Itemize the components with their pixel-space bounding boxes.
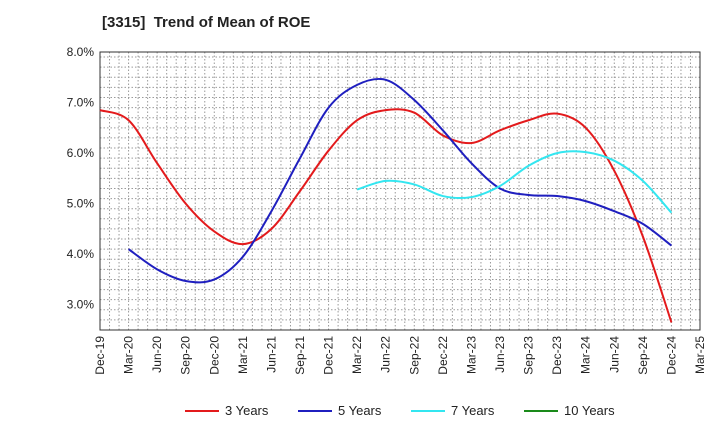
plot-area [100, 52, 700, 330]
x-tick-label: Sep-21 [293, 336, 307, 375]
x-tick-label: Dec-21 [322, 336, 336, 375]
legend-label: 5 Years [338, 403, 382, 418]
x-tick-label: Dec-24 [664, 336, 678, 375]
x-tick-label: Dec-22 [436, 336, 450, 375]
x-tick-label: Jun-24 [607, 336, 621, 373]
x-tick-label: Sep-20 [179, 336, 193, 375]
x-tick-label: Jun-22 [379, 336, 393, 373]
legend-label: 10 Years [564, 403, 615, 418]
grid [99, 52, 701, 331]
series-line [99, 108, 673, 323]
series-line [356, 150, 673, 214]
x-tick-label: Jun-20 [150, 336, 164, 373]
x-tick-label: Jun-21 [264, 336, 278, 373]
x-tick-label: Dec-20 [207, 336, 221, 375]
x-tick-label: Mar-25 [693, 336, 707, 374]
y-tick-label: 4.0% [67, 247, 95, 261]
x-tick-label: Dec-19 [93, 336, 107, 375]
x-tick-label: Sep-22 [407, 336, 421, 375]
x-tick-label: Dec-23 [550, 336, 564, 375]
series-line [127, 77, 673, 284]
y-tick-label: 5.0% [67, 197, 95, 211]
x-tick-label: Mar-22 [350, 336, 364, 374]
y-tick-label: 7.0% [67, 96, 95, 110]
chart-title: [3315] Trend of Mean of ROE [102, 14, 311, 31]
x-tick-label: Jun-23 [493, 336, 507, 373]
y-tick-label: 6.0% [67, 146, 95, 160]
x-tick-label: Mar-23 [464, 336, 478, 374]
legend-label: 7 Years [451, 403, 495, 418]
plot-border [99, 51, 701, 331]
x-tick-label: Sep-24 [636, 336, 650, 375]
x-tick-label: Mar-24 [579, 336, 593, 374]
y-tick-label: 8.0% [67, 45, 95, 59]
x-tick-label: Mar-21 [236, 336, 250, 374]
legend-label: 3 Years [225, 403, 269, 418]
x-tick-label: Sep-23 [522, 336, 536, 375]
y-tick-label: 3.0% [67, 298, 95, 312]
x-tick-label: Mar-20 [122, 336, 136, 374]
